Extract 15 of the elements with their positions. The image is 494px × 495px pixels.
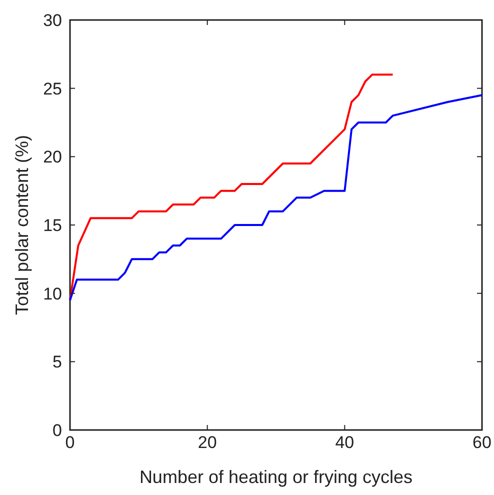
x-tick-label: 40 [335, 433, 354, 452]
line-series [69, 94, 483, 302]
y-tick-label: 15 [43, 216, 62, 235]
y-tick-label: 5 [52, 352, 62, 372]
y-axis-title: Total polar content (%) [12, 134, 32, 316]
x-tick-label: 0 [65, 433, 75, 452]
x-tick-label: 60 [472, 433, 492, 452]
y-tick-label: 20 [43, 148, 62, 167]
x-axis-title: Number of heating or frying cycles [139, 467, 413, 487]
y-tick-label: 30 [43, 11, 62, 30]
y-tick-label: 10 [43, 284, 62, 304]
x-tick-label: 20 [198, 433, 217, 452]
line-series [69, 74, 394, 302]
y-tick-label: 25 [43, 79, 62, 98]
y-tick-label: 0 [52, 421, 62, 440]
